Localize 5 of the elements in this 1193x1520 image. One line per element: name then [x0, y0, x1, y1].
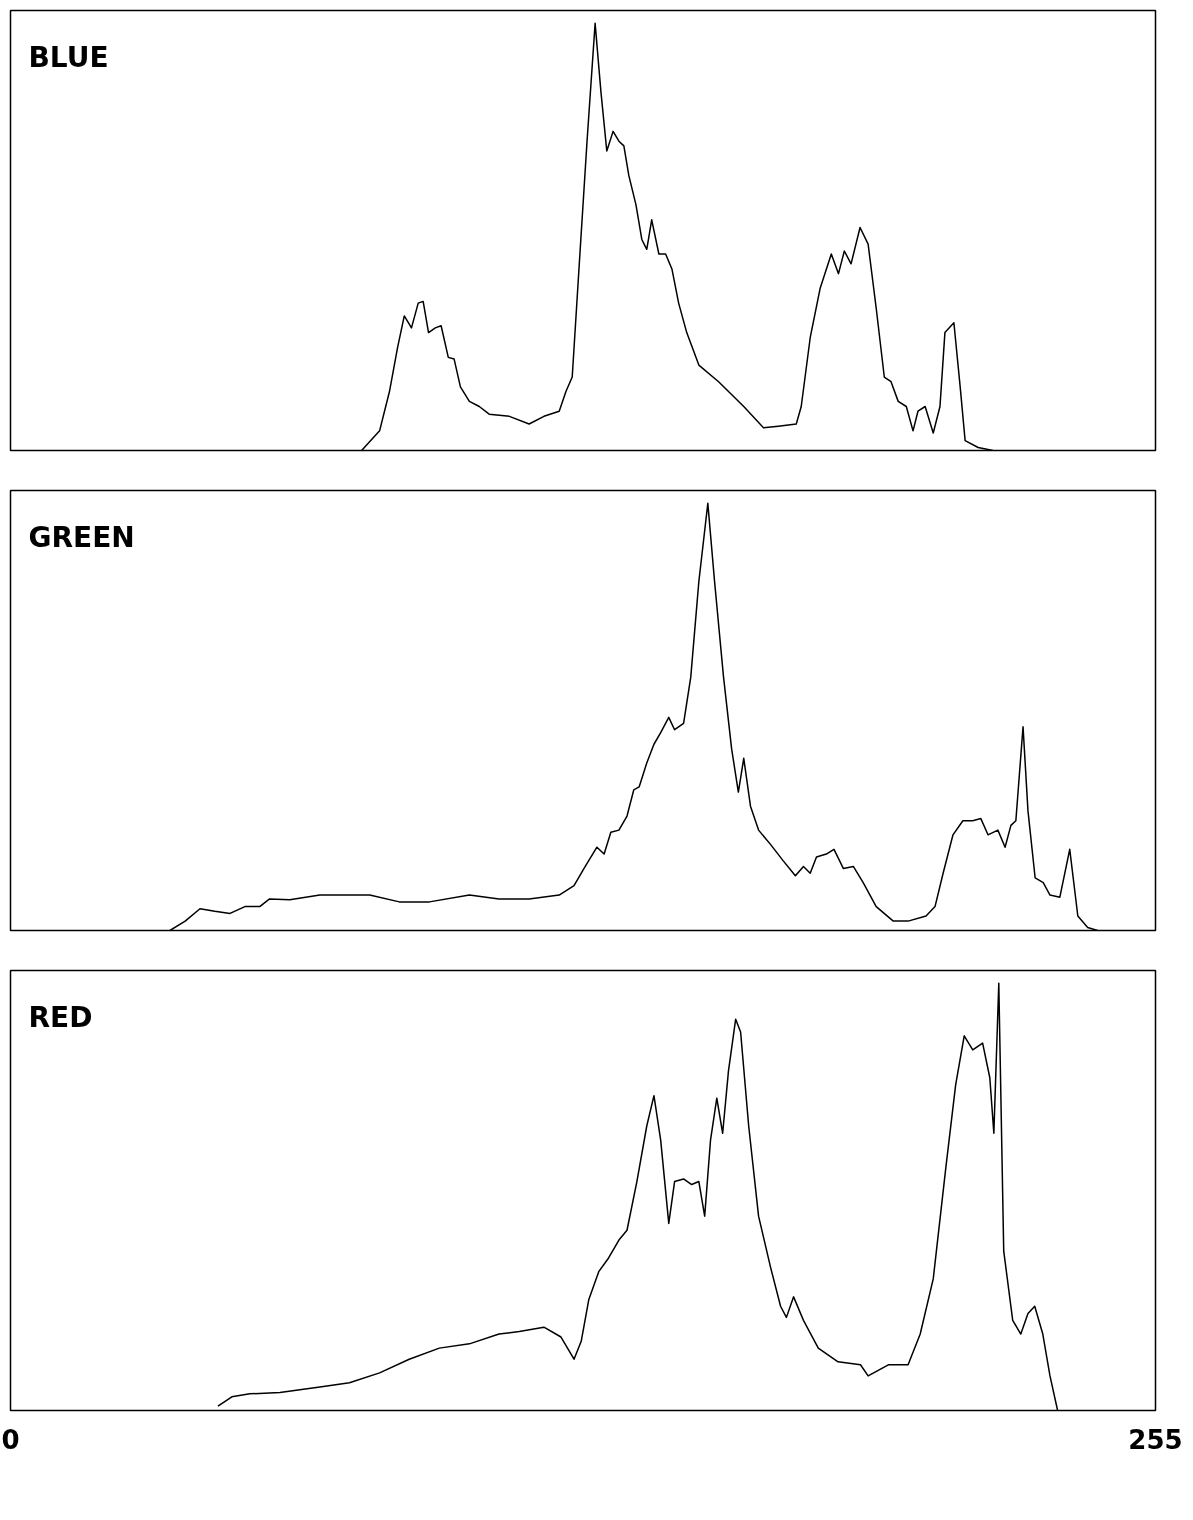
text: BLUE — [28, 40, 109, 74]
x-tick-label: 255 — [1128, 1424, 1183, 1455]
text: RED — [28, 1000, 93, 1034]
text: GREEN — [28, 520, 135, 554]
x-tick-label: 0 — [1, 1424, 20, 1455]
